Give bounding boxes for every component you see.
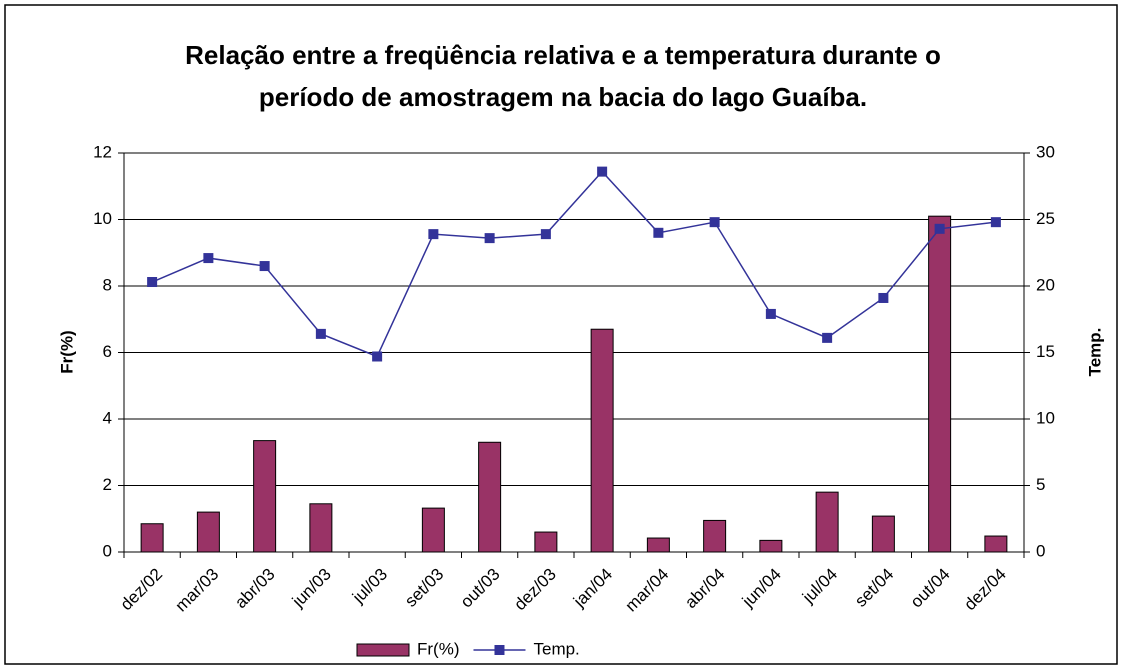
bar [928,215,952,553]
bar [759,539,783,553]
bar [478,441,502,553]
bar [871,515,895,553]
y2-tick-label: 0 [1036,541,1045,560]
y2-axis-label: Temp. [1085,328,1104,377]
line-marker [709,217,720,228]
line-marker [990,217,1001,228]
line-marker [765,308,776,319]
line-marker [484,233,495,244]
y-tick-label: 10 [93,209,112,228]
bar [984,535,1008,553]
y-tick-label: 2 [103,475,112,494]
line-marker [540,229,551,240]
bar [309,503,333,553]
y-tick-label: 6 [103,342,112,361]
line [151,170,996,358]
y-axis-label: Fr(%) [57,330,76,373]
y2-tick-label: 20 [1036,275,1055,294]
bar [253,440,277,553]
legend-label: Temp. [533,639,579,658]
bar [421,507,445,553]
bar [703,519,727,553]
y2-tick-label: 25 [1036,209,1055,228]
y-tick-label: 0 [103,541,112,560]
legend-swatch [356,643,410,657]
line-marker [147,277,158,288]
y-tick-label: 8 [103,275,112,294]
y2-tick-label: 30 [1036,142,1055,161]
y-tick-label: 12 [93,142,112,161]
bar [140,523,164,553]
bar [590,328,614,553]
y-tick-label: 4 [103,408,112,427]
bar [815,491,839,553]
legend-swatch [494,645,505,655]
line-marker [203,253,214,264]
line-marker [428,229,439,240]
y2-tick-label: 5 [1036,475,1045,494]
line-marker [315,328,326,339]
chart-title: Relação entre a freqüência relativa e a … [185,40,941,112]
bar [196,511,220,553]
line-marker [878,292,889,303]
line-marker [597,166,608,177]
bar [534,531,558,553]
line-marker [653,227,664,238]
y2-tick-label: 10 [1036,408,1055,427]
line-marker [822,332,833,343]
line-marker [372,351,383,362]
line-marker [934,223,945,234]
y2-tick-label: 15 [1036,342,1055,361]
line-marker [259,261,270,272]
bar [646,537,670,553]
legend-label: Fr(%) [417,639,459,658]
